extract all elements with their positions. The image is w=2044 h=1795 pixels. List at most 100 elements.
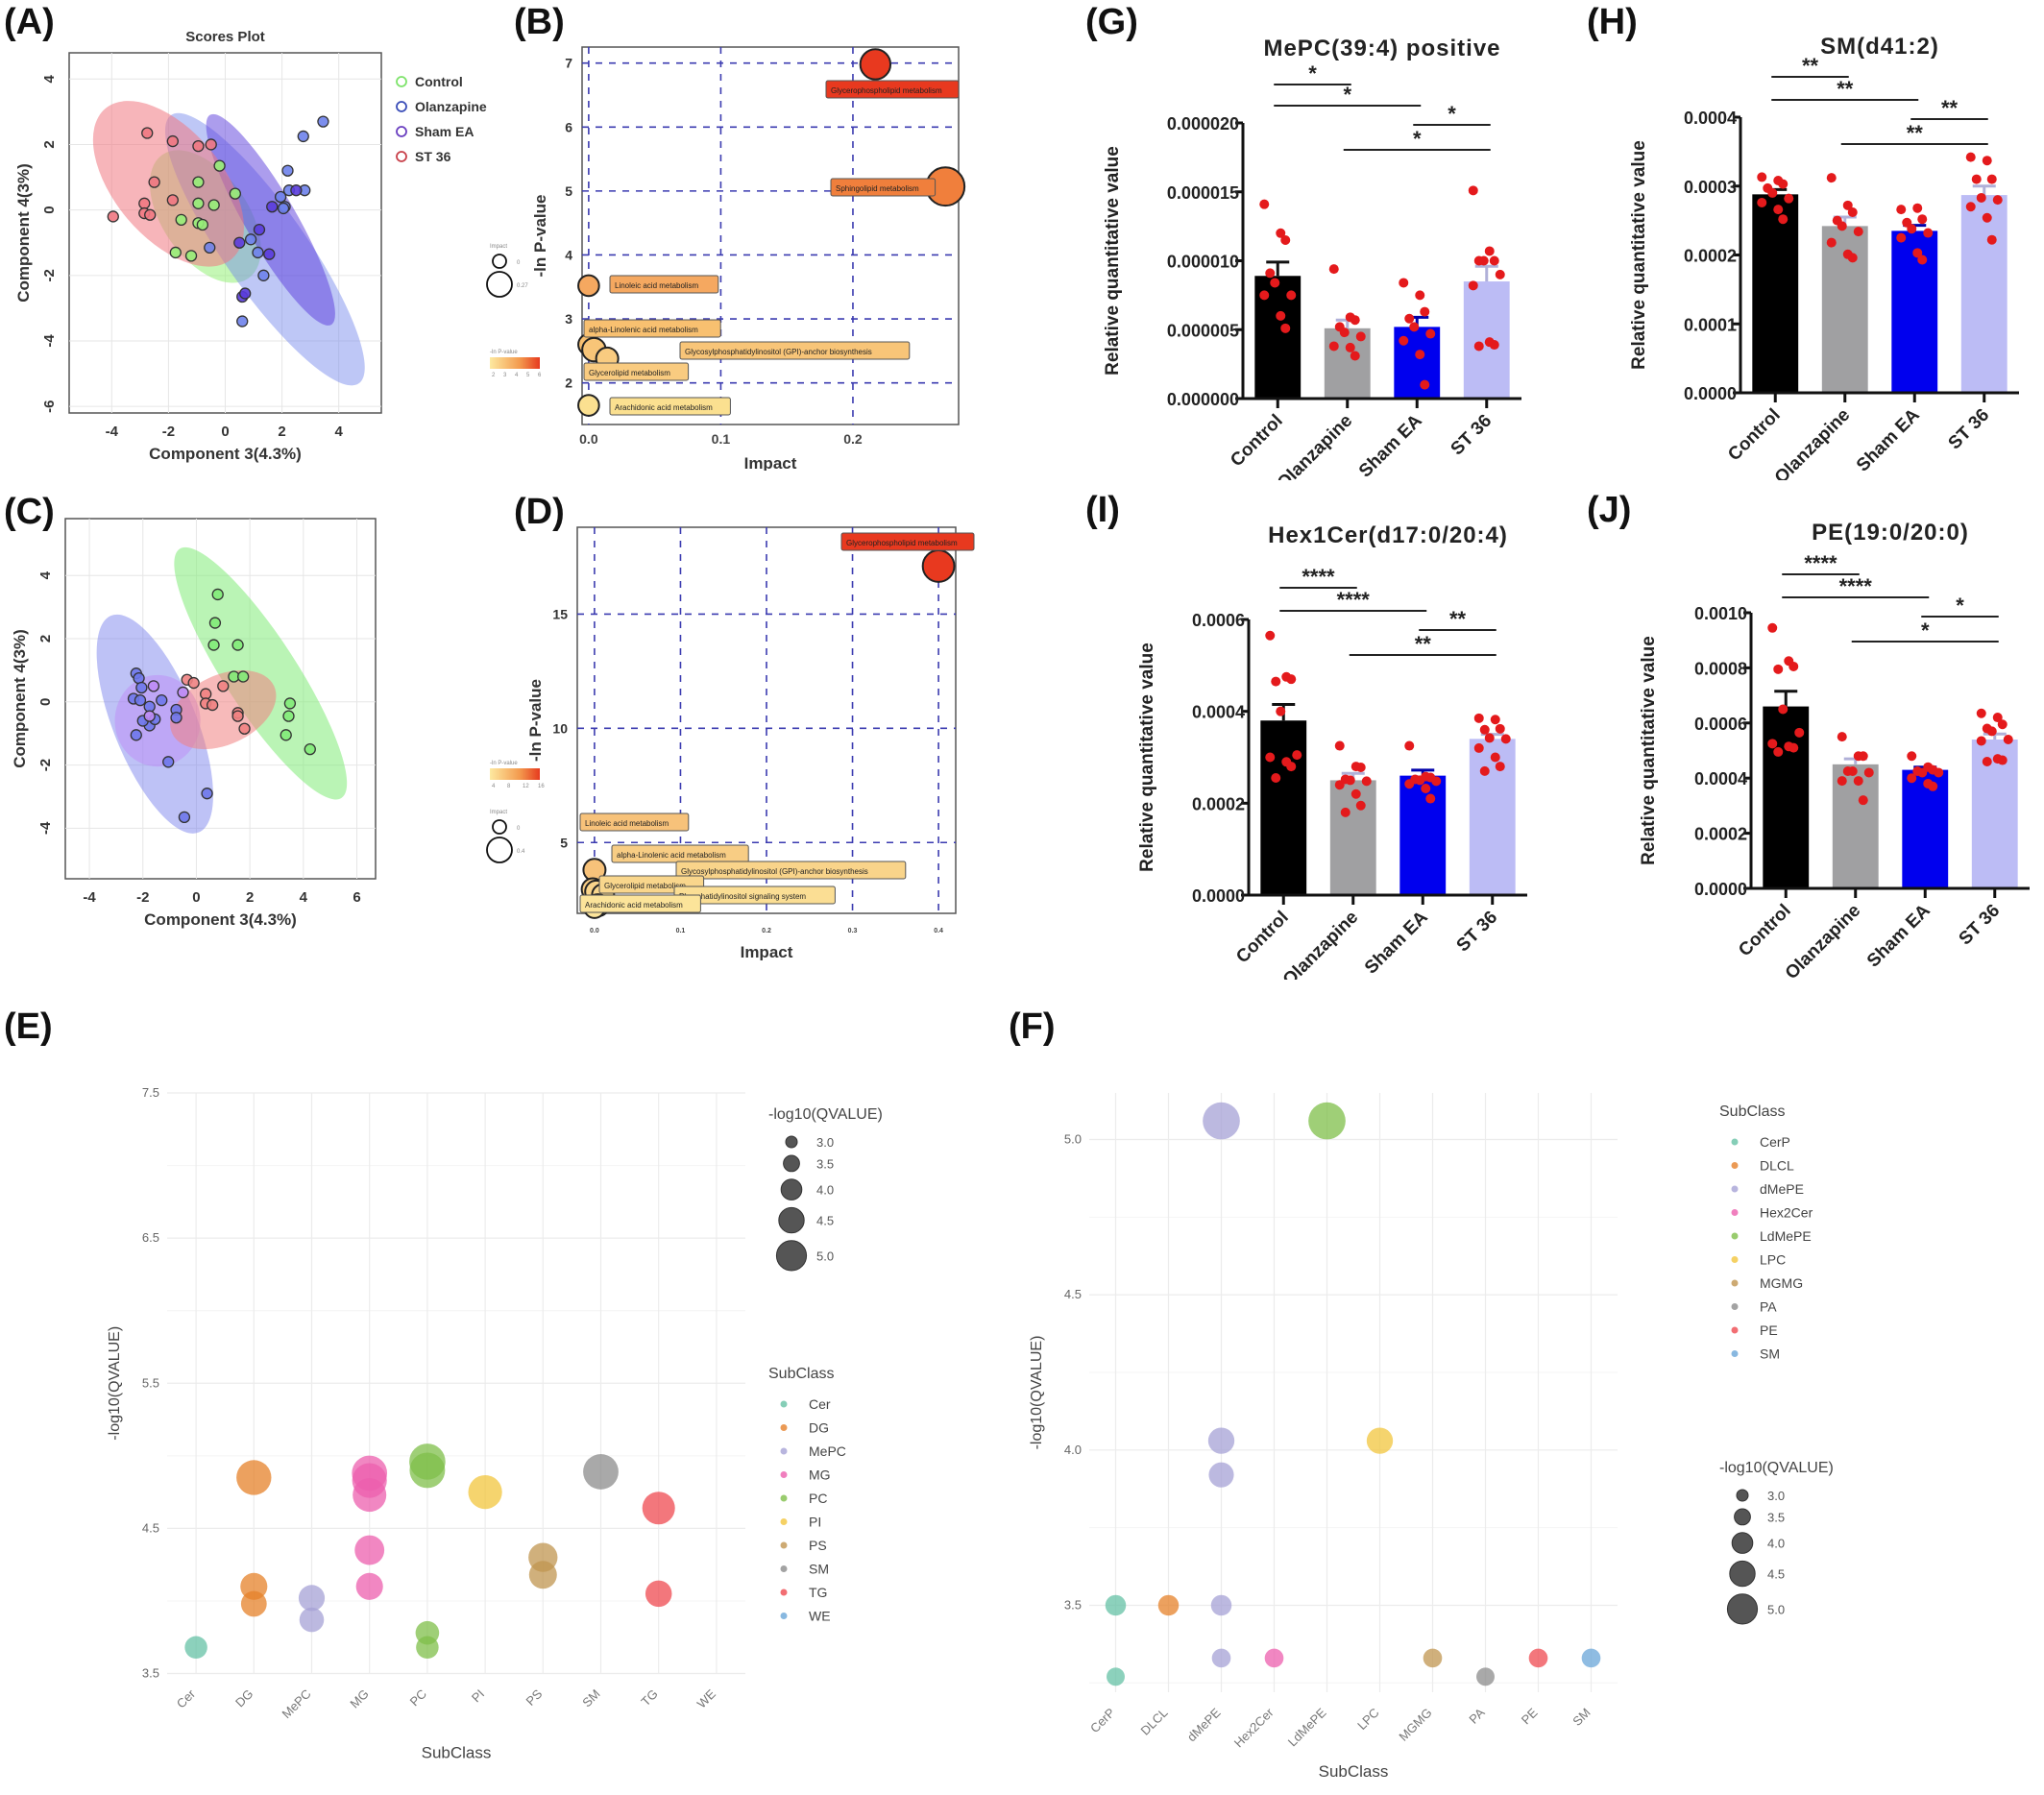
data-point: [1468, 185, 1478, 196]
size-legend-marker: [1734, 1508, 1751, 1526]
y-tick-label: 0.0000: [1694, 880, 1747, 899]
pathway-label: alpha-Linolenic acid metabolism: [589, 326, 698, 334]
subclass-bubble: [355, 1572, 383, 1600]
confidence-ellipse-control: [174, 546, 348, 800]
data-point: [1355, 800, 1366, 811]
y-tick-label: 0.0004: [1694, 769, 1747, 788]
color-legend-marker: [780, 1589, 788, 1596]
y-tick-label: 0.0008: [1694, 659, 1747, 678]
data-point: [1907, 773, 1917, 784]
significance-stars: ****: [1302, 565, 1335, 589]
score-point: [253, 223, 266, 236]
y-tick-label: 0.0002: [1694, 825, 1747, 844]
data-point: [1896, 205, 1907, 215]
panel-label-a: (A): [4, 2, 55, 42]
size-legend-label: 0.4: [517, 849, 525, 855]
data-point: [1992, 195, 2003, 206]
chart-title: MePC(39:4) positive: [1263, 36, 1500, 61]
subclass-bubble: [353, 1478, 387, 1513]
score-point: [233, 236, 246, 249]
pathway-label: Linoleic acid metabolism: [615, 281, 698, 290]
data-point: [1404, 740, 1415, 751]
data-point: [1259, 290, 1270, 301]
score-point: [107, 210, 119, 223]
subclass-bubble: [416, 1636, 439, 1660]
panel-label-f: (F): [1009, 1007, 1056, 1047]
subclass-bubble: [642, 1492, 675, 1525]
data-point: [1917, 767, 1928, 778]
data-point: [1788, 661, 1799, 671]
data-point: [1837, 221, 1847, 231]
size-legend-label: 4.0: [816, 1183, 834, 1198]
y-tick-label: -2: [41, 269, 58, 281]
panel-label-b: (B): [514, 2, 565, 42]
x-tick-label: 2: [278, 424, 285, 440]
size-legend-label: 4.5: [1767, 1567, 1785, 1582]
data-point: [1478, 255, 1489, 266]
data-point: [1495, 762, 1505, 772]
x-tick-label: ST 36: [1945, 405, 1994, 454]
color-legend-label: PE: [1760, 1322, 1778, 1338]
x-tick-label: Control: [1735, 901, 1795, 961]
data-point: [1399, 335, 1409, 346]
score-point: [205, 138, 217, 151]
subclass-bubble: [1157, 1594, 1180, 1616]
y-tick-label: 0.0002: [1192, 794, 1245, 813]
panel-label-j: (J): [1587, 490, 1632, 530]
x-tick-label: 0.0: [590, 928, 599, 934]
color-legend-tick: 2: [492, 373, 496, 378]
pathway-label-box: [840, 532, 975, 551]
subclass-bubble: [468, 1474, 502, 1510]
color-legend-tick: 6: [538, 373, 542, 378]
data-point: [1853, 776, 1863, 787]
y-tick-label: 5: [560, 835, 568, 850]
data-point: [1280, 234, 1291, 245]
y-tick-label: 0.0004: [1684, 109, 1737, 128]
bar-chart-h: SM(d41:2) 0.0000 0.0001 0.0002 0.0003 0.0004 C…: [1629, 34, 2019, 480]
pathway-bubble: [577, 274, 600, 298]
size-legend-marker: [785, 1135, 798, 1149]
subclass-bubble: [1208, 1462, 1234, 1488]
data-point: [1421, 784, 1431, 794]
y-tick-label: 0.000020: [1167, 114, 1239, 133]
size-legend-title: -log10(QVALUE): [1719, 1460, 1834, 1476]
y-tick-label: 0.0002: [1684, 247, 1737, 266]
x-tick-label: Olanzapine: [1771, 405, 1855, 480]
bar-chart-i: Hex1Cer(d17:0/20:4) 0.0000 0.0002 0.0004 0.0…: [1137, 522, 1527, 980]
x-tick-label: Control: [1724, 405, 1785, 466]
y-tick-label: 5.5: [142, 1375, 159, 1390]
data-point: [1276, 310, 1286, 321]
data-point: [1340, 807, 1350, 817]
data-point: [1328, 264, 1339, 275]
y-axis-label: -log10(QVALUE): [1029, 1336, 1045, 1450]
data-point: [1425, 793, 1436, 804]
color-legend-label: MGMG: [1760, 1275, 1803, 1291]
significance-stars: *: [1448, 102, 1456, 126]
data-point: [1982, 756, 1992, 766]
bar-st-36: [1971, 740, 2018, 888]
x-tick-label: DG: [232, 1686, 256, 1710]
score-point: [162, 756, 175, 768]
color-legend-marker: [1731, 1185, 1739, 1193]
x-axis-label: Impact: [741, 943, 793, 960]
data-point: [1500, 734, 1511, 744]
data-point: [1286, 762, 1297, 772]
subclass-bubble: [354, 1535, 385, 1565]
data-point: [1853, 227, 1863, 237]
score-point: [277, 202, 290, 215]
color-legend-marker: [1731, 1303, 1739, 1310]
size-legend-label: 0: [517, 260, 521, 266]
data-point: [1928, 781, 1938, 791]
x-axis-label: Impact: [744, 454, 797, 471]
size-legend-marker: [783, 1154, 800, 1173]
color-legend-title: SubClass: [1719, 1104, 1785, 1120]
color-legend-bar: [490, 768, 540, 780]
data-point: [1923, 228, 1934, 238]
data-point: [1265, 752, 1276, 763]
y-tick-label: 0.000010: [1167, 253, 1239, 272]
data-point: [1479, 765, 1490, 776]
pathway-label: Glycerophospholipid metabolism: [831, 86, 942, 95]
x-tick-label: 0.1: [712, 431, 731, 447]
panel-label-i: (I): [1085, 490, 1120, 530]
data-point: [1292, 750, 1302, 761]
